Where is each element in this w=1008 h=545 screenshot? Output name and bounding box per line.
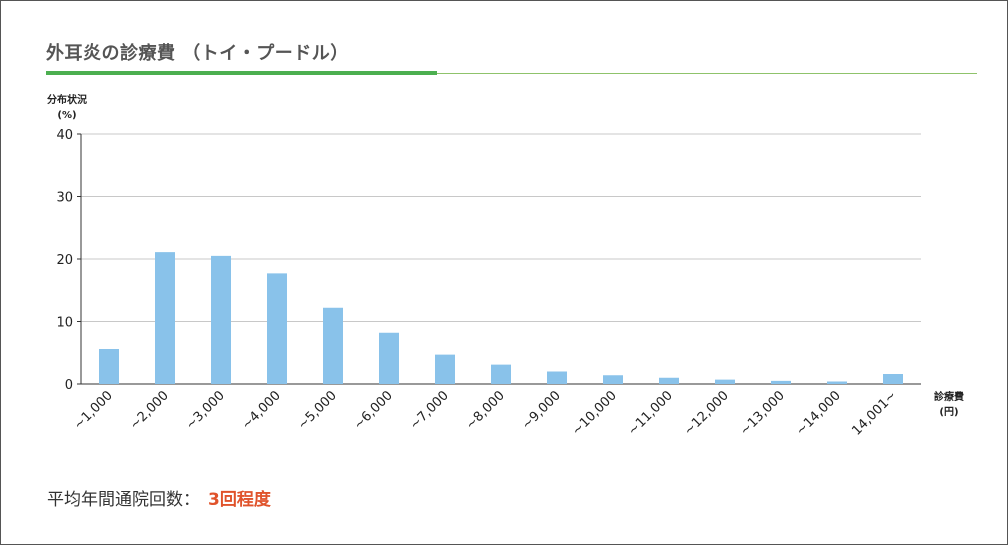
y-tick-label: 0 (65, 378, 73, 393)
x-tick-label: ~10,000 (569, 388, 619, 438)
x-axis-label-line-1: 診療費 (934, 392, 964, 403)
x-tick-label: ~1,000 (71, 388, 116, 433)
bar (547, 371, 567, 384)
x-axis-label: 診療費 (円) (934, 390, 964, 420)
bar (883, 374, 903, 384)
x-axis-label-line-2: (円) (939, 407, 959, 418)
x-tick-label: ~7,000 (407, 388, 452, 433)
y-tick-label: 40 (56, 128, 73, 143)
x-tick-label: ~4,000 (239, 388, 284, 433)
x-tick-label: ~5,000 (295, 388, 340, 433)
bar (211, 255, 231, 384)
bar (267, 273, 287, 384)
y-axis-label: 分布状況 (%) (47, 93, 87, 123)
bar (771, 380, 791, 384)
y-tick-label: 10 (56, 316, 73, 331)
y-tick-label: 20 (56, 253, 73, 268)
bar (491, 364, 511, 384)
bar (99, 349, 119, 384)
bar (435, 354, 455, 384)
bar (323, 307, 343, 384)
y-tick-label: 30 (56, 191, 73, 206)
page-title: 外耳炎の診療費 （トイ・プードル） (46, 43, 349, 64)
average-visits-value: 3回程度 (208, 490, 271, 510)
bar (659, 377, 679, 384)
bar (603, 375, 623, 384)
x-tick-label: ~3,000 (183, 388, 228, 433)
x-tick-label: ~9,000 (519, 388, 564, 433)
title-divider (46, 73, 977, 74)
bar (155, 252, 175, 384)
x-tick-label: 14,001~ (849, 388, 899, 438)
average-visits-label: 平均年間通院回数： (47, 490, 200, 510)
x-tick-label: ~12,000 (681, 388, 731, 438)
x-tick-label: ~2,000 (127, 388, 172, 433)
x-tick-label: ~13,000 (737, 388, 787, 438)
y-axis-label-line-2: (%) (57, 110, 77, 121)
bar (827, 381, 847, 384)
x-tick-label: ~6,000 (351, 388, 396, 433)
y-axis-label-line-1: 分布状況 (47, 95, 87, 106)
bar (715, 379, 735, 384)
bar (379, 332, 399, 384)
x-tick-label: ~14,000 (793, 388, 843, 438)
average-visits: 平均年間通院回数： 3回程度 (47, 485, 271, 510)
title-accent-bar (46, 71, 437, 75)
x-tick-label: ~11,000 (625, 388, 675, 438)
x-tick-label: ~8,000 (463, 388, 508, 433)
